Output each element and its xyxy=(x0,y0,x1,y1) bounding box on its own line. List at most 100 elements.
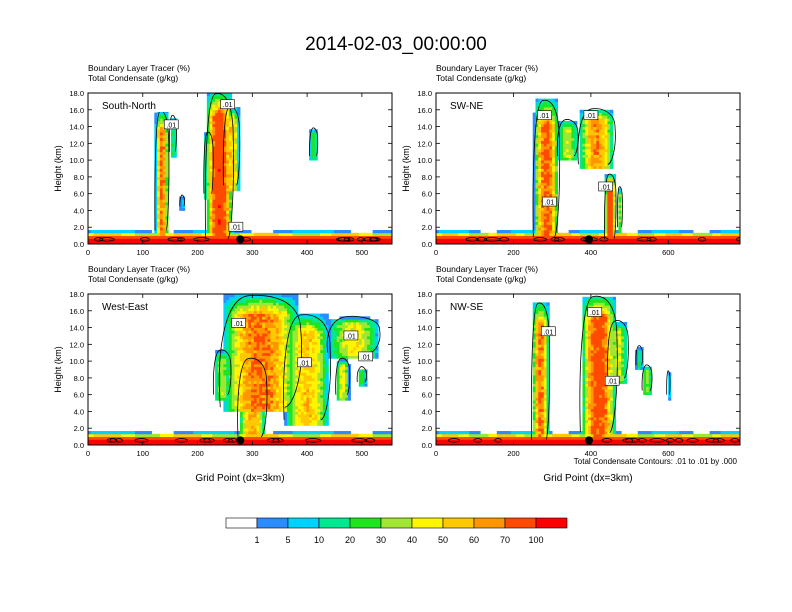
field-cell xyxy=(234,140,238,144)
field-cell xyxy=(248,341,252,345)
field-cell xyxy=(248,389,252,393)
field-cell xyxy=(345,386,349,390)
field-cell xyxy=(212,160,216,164)
field-cell xyxy=(209,123,213,127)
field-cell xyxy=(601,120,605,125)
field-cell xyxy=(165,179,169,183)
field-cell xyxy=(237,355,241,359)
field-cell xyxy=(220,232,224,237)
field-cell xyxy=(612,238,617,242)
field-cell xyxy=(206,182,210,186)
field-cell xyxy=(157,174,161,178)
field-cell xyxy=(99,436,103,440)
field-cell xyxy=(217,126,222,130)
field-cell xyxy=(170,134,175,139)
field-cell xyxy=(336,377,340,382)
field-cell xyxy=(568,148,572,153)
field-cell xyxy=(336,372,340,376)
field-cell xyxy=(253,338,257,342)
field-cell xyxy=(670,230,675,234)
field-cell xyxy=(314,349,318,354)
field-cell xyxy=(281,433,285,438)
field-cell xyxy=(458,232,462,237)
field-cell xyxy=(215,134,219,139)
field-cell xyxy=(306,400,310,404)
field-cell xyxy=(215,383,219,387)
field-cell xyxy=(251,391,255,396)
field-cell xyxy=(157,182,161,186)
field-cell xyxy=(588,132,592,136)
y-axis-label: Height (km) xyxy=(401,145,411,192)
field-cell xyxy=(601,134,605,139)
field-cell xyxy=(223,162,227,167)
field-cell xyxy=(554,190,558,195)
field-cell xyxy=(314,230,318,234)
field-cell xyxy=(601,154,605,158)
field-cell xyxy=(679,232,683,237)
field-cell xyxy=(88,232,92,237)
field-cell xyxy=(604,210,608,214)
field-cell xyxy=(303,383,307,387)
field-cell xyxy=(634,238,639,242)
field-cell xyxy=(643,241,647,244)
field-cell xyxy=(231,333,235,337)
field-cell xyxy=(220,188,224,192)
field-cell xyxy=(234,389,238,393)
field-cell xyxy=(217,204,222,209)
field-cell xyxy=(240,352,244,356)
field-cell xyxy=(262,380,266,384)
field-cell xyxy=(157,132,161,136)
field-cell xyxy=(264,433,269,438)
field-cell xyxy=(264,389,269,393)
field-cell xyxy=(226,333,230,337)
field-cell xyxy=(320,372,324,376)
field-cell xyxy=(380,232,385,237)
field-cell xyxy=(610,210,614,214)
field-cell xyxy=(532,126,536,130)
field-cell xyxy=(311,154,316,158)
field-cell xyxy=(369,436,374,440)
field-cell xyxy=(107,433,111,438)
field-cell xyxy=(270,383,274,387)
field-cell xyxy=(220,132,224,136)
field-cell xyxy=(159,196,164,200)
field-cell xyxy=(701,235,705,239)
field-cell xyxy=(206,168,210,172)
field-cell xyxy=(320,386,324,390)
field-cell xyxy=(538,146,542,150)
field-cell xyxy=(267,349,271,354)
field-cell xyxy=(240,394,244,398)
field-cell xyxy=(281,366,285,370)
field-cell xyxy=(248,386,252,390)
field-cell xyxy=(286,363,291,368)
field-cell xyxy=(596,154,600,158)
field-cell xyxy=(546,98,550,102)
field-cell xyxy=(212,101,216,105)
field-cell xyxy=(159,129,164,133)
field-cell xyxy=(568,140,572,144)
field-cell xyxy=(568,126,572,130)
field-cell xyxy=(228,157,233,161)
field-cell xyxy=(593,238,597,242)
contour-label-text: .01 xyxy=(545,200,555,207)
field-cell xyxy=(565,126,570,130)
contour-line xyxy=(617,186,623,228)
field-cell xyxy=(543,193,547,197)
field-cell xyxy=(601,132,605,136)
field-cell xyxy=(154,115,158,119)
field-cell xyxy=(560,132,564,136)
field-cell xyxy=(596,126,600,130)
field-cell xyxy=(223,389,227,393)
field-cell xyxy=(447,235,451,239)
field-cell xyxy=(143,230,147,234)
field-cell xyxy=(264,439,269,443)
field-cell xyxy=(240,232,244,237)
field-cell xyxy=(455,235,459,239)
field-cell xyxy=(129,232,133,237)
field-cell xyxy=(543,204,547,209)
field-cell xyxy=(554,120,558,125)
field-cell xyxy=(226,123,230,127)
field-cell xyxy=(206,213,210,217)
contour-label-text: .01 xyxy=(601,184,611,191)
field-cell xyxy=(311,431,316,435)
